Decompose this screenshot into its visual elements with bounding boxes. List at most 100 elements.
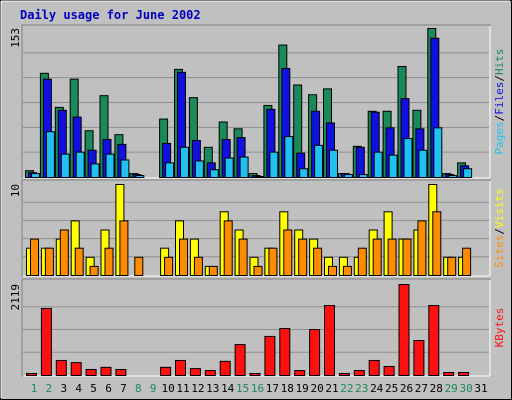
x-tick-label: 3 [60,382,67,395]
bar [234,344,246,376]
bar [284,136,294,178]
bar [268,247,278,276]
bar [55,359,67,377]
legend-entry: Pages [493,121,506,154]
x-tick-label: 4 [75,382,82,395]
x-tick-label: 26 [400,382,413,395]
bar [134,256,144,276]
y-tick-label: 153 [9,28,22,48]
bar [164,256,174,276]
bar [355,146,365,178]
bar [40,307,52,377]
x-tick-label: 7 [120,382,127,395]
x-tick-label: 6 [105,382,112,395]
bar [417,220,427,276]
bar [70,362,82,377]
bar [115,368,127,377]
x-tick-label: 14 [221,382,235,395]
bar [75,151,85,178]
bar [135,175,145,179]
panel [21,278,491,377]
x-tick-label: 17 [266,382,279,395]
bar [85,368,97,377]
bar [463,168,473,178]
bar [343,174,353,178]
x-tick-label: 28 [430,382,443,395]
x-tick-label: 24 [370,382,384,395]
x-tick-label: 25 [385,382,398,395]
bar [373,151,383,178]
legend-entry: KBytes [493,308,506,348]
legend-entry: Sites [493,235,506,268]
x-tick-label: 30 [459,382,472,395]
bar [328,265,337,276]
bar [413,340,425,376]
x-tick-label: 15 [236,382,249,395]
x-tick-label: 29 [445,382,458,395]
bar [403,138,413,178]
bar [398,284,410,376]
legend-entry: Hits [493,49,506,76]
bar [45,131,55,178]
legend-separator: / [493,115,506,122]
bar [402,238,412,277]
bar [269,151,279,178]
bar [160,366,172,376]
legend: Sites/Visits [493,188,506,268]
x-tick-label: 27 [415,382,428,395]
bar [253,265,263,276]
legend-entry: Files [493,82,506,115]
bar [180,146,189,178]
bar [372,238,382,277]
bar [299,168,309,178]
bar [298,238,308,277]
bar [179,238,188,277]
bar [314,144,324,179]
x-tick-label: 22 [340,382,353,395]
bar [418,149,428,178]
x-tick-label: 10 [161,382,174,395]
bar [329,149,338,178]
bar [279,327,291,377]
x-tick-label: 9 [150,382,157,395]
bar [432,211,442,277]
bar [165,162,175,178]
x-tick-label: 5 [90,382,97,395]
x-tick-label: 21 [325,382,338,395]
chart-title: Daily usage for June 2002 [20,8,201,22]
bar [264,335,276,377]
x-tick-label: 31 [474,382,487,395]
legend: Pages/Files/Hits [493,49,506,155]
bar [353,370,365,376]
x-tick-label: 20 [310,382,323,395]
bar [254,176,264,178]
bar [249,372,261,377]
bar [26,372,37,377]
bar [387,238,397,277]
x-tick-label: 12 [191,382,204,395]
bar [31,173,40,178]
bar [44,247,54,276]
bar [175,359,186,377]
bar [383,365,395,377]
bar [239,156,249,179]
bar [59,229,69,276]
bar [193,256,203,276]
bar [208,265,218,276]
bar [90,163,100,178]
y-tick-label: 2119 [9,284,22,311]
x-tick-label: 11 [176,382,189,395]
bar [462,247,472,276]
legend-separator: / [493,75,506,82]
bar [204,370,216,376]
bar [458,371,470,377]
bar [223,220,233,276]
bar [324,305,335,376]
bar [194,160,204,178]
x-tick-label: 8 [135,382,142,395]
bar [224,157,234,178]
bar [443,371,455,377]
bar [238,238,248,277]
bar [357,247,367,276]
